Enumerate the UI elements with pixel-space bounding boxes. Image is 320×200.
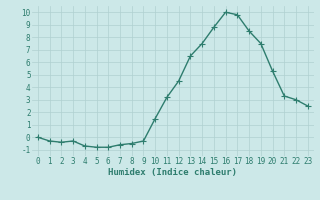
X-axis label: Humidex (Indice chaleur): Humidex (Indice chaleur) — [108, 168, 237, 177]
